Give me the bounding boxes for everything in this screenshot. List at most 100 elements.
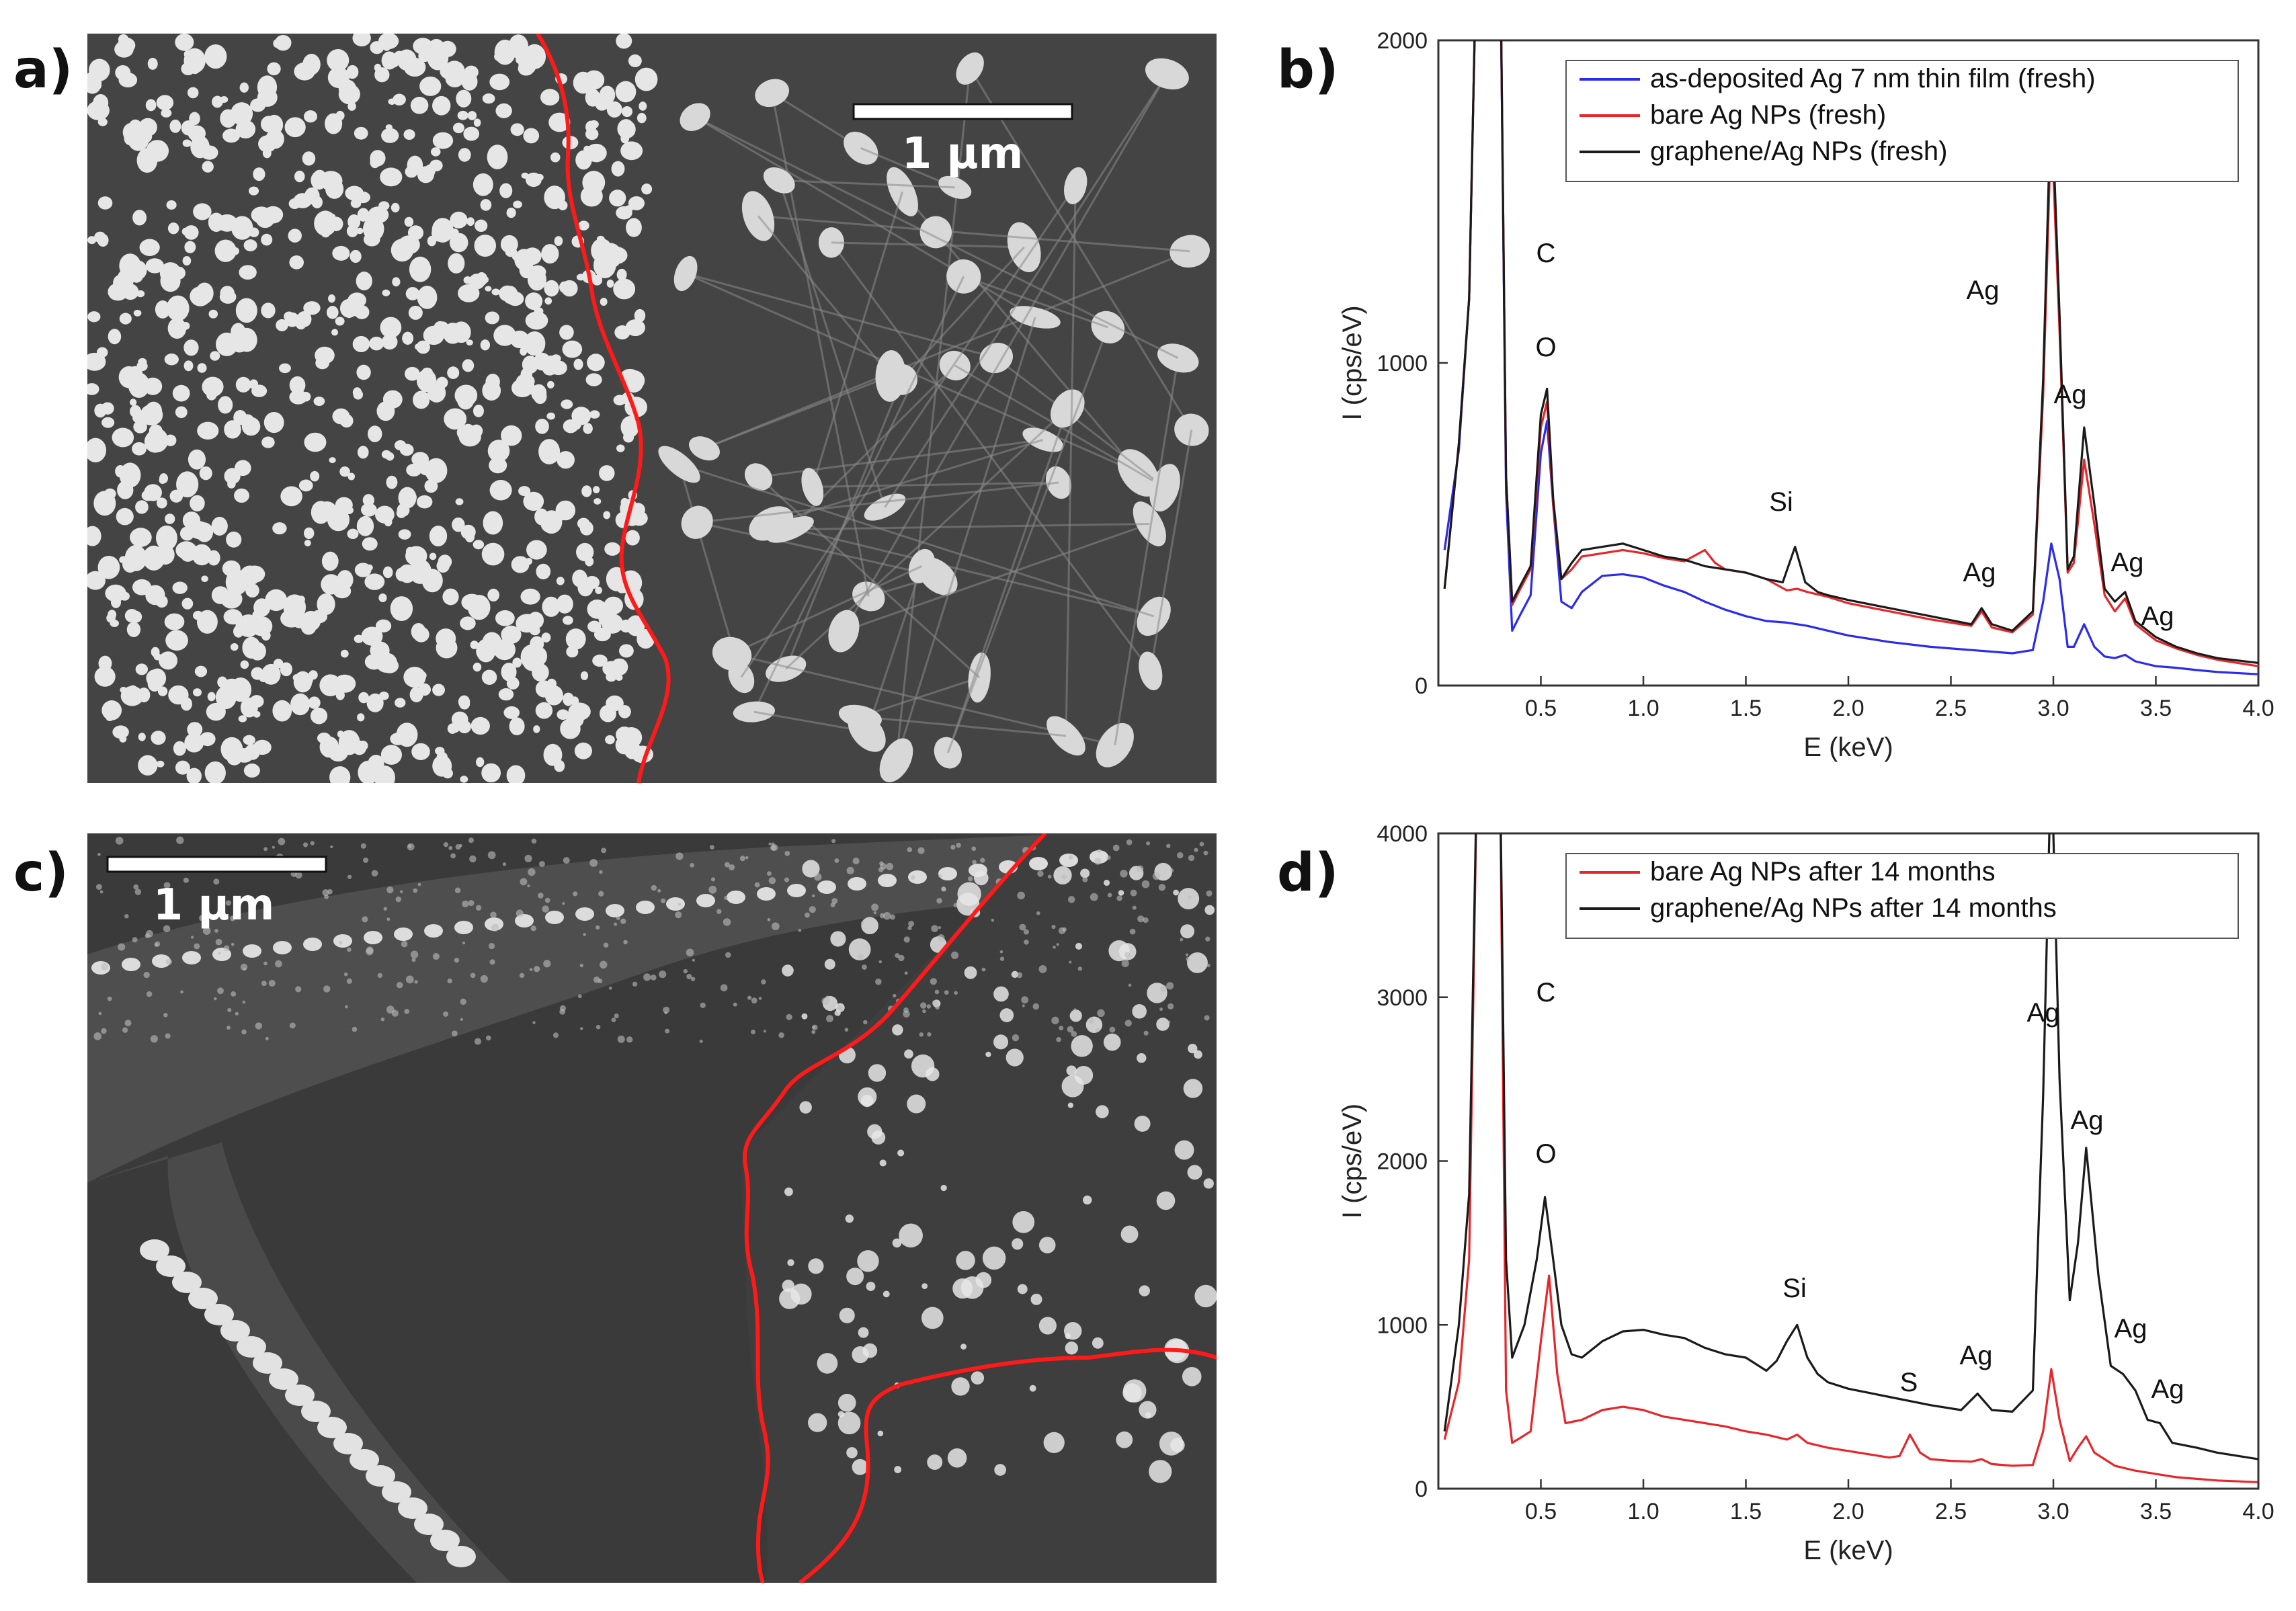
chain-particle — [938, 867, 957, 880]
nanoparticle — [184, 241, 196, 253]
speckle-particle — [932, 999, 938, 1006]
speckle-particle — [468, 900, 475, 907]
cluster-particle — [1017, 1284, 1028, 1294]
elongated-particle — [681, 505, 713, 539]
speckle-particle — [770, 845, 776, 851]
speckle-particle — [1051, 925, 1056, 930]
speckle-particle — [1068, 855, 1073, 860]
speckle-particle — [218, 952, 222, 955]
speckle-particle — [327, 889, 333, 895]
x-axis-title: E (keV) — [1803, 733, 1893, 762]
nanoparticle — [327, 49, 350, 72]
speckle-particle — [190, 936, 194, 939]
nanoparticle — [337, 730, 344, 738]
nanoparticle — [404, 216, 414, 227]
nanoparticle — [249, 227, 259, 238]
speckle-particle — [530, 925, 536, 932]
nanoparticle — [97, 196, 113, 210]
speckle-particle — [163, 882, 171, 889]
speckle-particle — [468, 837, 474, 843]
graphene-wrinkle — [790, 523, 1150, 531]
cluster-particle — [824, 958, 835, 970]
nanoparticle — [405, 287, 420, 300]
graphene-wrinkle — [860, 715, 1067, 737]
cluster-particle — [994, 1464, 1006, 1476]
nanoparticle — [361, 626, 383, 646]
peak-label: Ag — [2071, 1106, 2104, 1135]
nanoparticle — [357, 208, 370, 222]
speckle-particle — [1188, 895, 1192, 899]
nanoparticle — [353, 389, 364, 400]
nanoparticle — [381, 450, 392, 459]
nanoparticle — [175, 406, 188, 419]
nanoparticle — [101, 666, 110, 673]
nanoparticle — [481, 763, 501, 783]
nanoparticle — [604, 542, 620, 556]
speckle-particle — [1194, 848, 1198, 852]
speckle-particle — [944, 990, 949, 995]
nanoparticle — [364, 573, 385, 590]
cluster-particle — [848, 938, 871, 960]
nanoparticle — [94, 666, 116, 687]
nanoparticle — [576, 274, 585, 281]
speckle-particle — [972, 860, 977, 865]
graphene-wrinkle — [731, 565, 923, 655]
nanoparticle — [280, 486, 302, 507]
peak-label: S — [1900, 1368, 1918, 1397]
nanoparticle — [161, 108, 172, 118]
nanoparticle — [405, 366, 420, 381]
nanoparticle — [587, 354, 605, 372]
peak-label: Ag — [1963, 558, 1996, 587]
cluster-particle — [1011, 970, 1019, 979]
cluster-particle — [858, 1327, 869, 1338]
nanoparticle — [119, 253, 141, 278]
peak-label: O — [1535, 333, 1556, 362]
nanoparticle — [294, 170, 305, 183]
nanoparticle — [583, 423, 593, 434]
speckle-particle — [1180, 938, 1184, 942]
speckle-particle — [443, 842, 449, 848]
legend-entry: graphene/Ag NPs (fresh) — [1650, 136, 1947, 166]
nanoparticle — [494, 51, 507, 62]
nanoparticle — [272, 522, 287, 535]
cluster-particle — [817, 1353, 838, 1374]
nanoparticle — [467, 111, 477, 120]
nanoparticle — [398, 487, 417, 509]
nanoparticle — [489, 457, 507, 474]
nanoparticle — [606, 279, 614, 288]
speckle-particle — [875, 978, 882, 985]
chain-particle — [156, 1255, 186, 1277]
nanoparticle — [370, 41, 384, 54]
speckle-particle — [302, 842, 309, 848]
nanoparticle — [335, 317, 345, 326]
nanoparticle — [124, 544, 147, 571]
speckle-particle — [255, 1022, 263, 1030]
nanoparticle — [358, 692, 369, 704]
cluster-particle — [975, 1272, 992, 1288]
chain-particle — [446, 1546, 476, 1567]
nanoparticle — [613, 395, 626, 406]
speckle-particle — [751, 997, 757, 1004]
speckle-particle — [1206, 963, 1211, 968]
speckle-particle — [519, 973, 525, 979]
nanoparticle — [533, 388, 547, 405]
nanoparticle — [493, 638, 516, 661]
nanoparticle — [376, 653, 397, 673]
nanoparticle — [603, 511, 611, 520]
nanoparticle — [321, 551, 339, 571]
scale-bar-a — [852, 103, 1073, 120]
nanoparticle — [289, 376, 306, 395]
nanoparticle — [175, 34, 194, 51]
speckle-particle — [1143, 1030, 1149, 1036]
cluster-particle — [1029, 1385, 1036, 1392]
nanoparticle — [535, 419, 549, 434]
nanoparticle — [427, 44, 449, 71]
chain-particle — [606, 904, 624, 917]
nanoparticle — [356, 272, 372, 291]
nanoparticle — [304, 527, 315, 540]
nanoparticle — [119, 313, 132, 325]
nanoparticle — [280, 662, 292, 677]
speckle-particle — [214, 997, 217, 1001]
y-tick-label: 1000 — [1377, 351, 1428, 376]
speckle-particle — [223, 945, 230, 952]
